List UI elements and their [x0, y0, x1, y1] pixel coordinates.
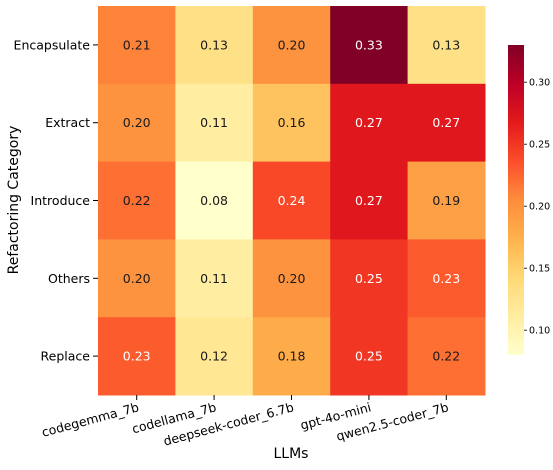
cell-value-label: 0.08	[200, 193, 228, 208]
cell-value-label: 0.20	[123, 271, 151, 286]
y-tick-label: Encapsulate	[14, 37, 91, 52]
y-tick-label: Introduce	[31, 193, 91, 208]
y-axis-ticks: Encapsulate Extract Introduce Others Replace	[14, 37, 98, 364]
cell-value-label: 0.24	[278, 193, 306, 208]
heatmap-cell	[175, 161, 254, 240]
heatmap-cell	[98, 6, 176, 85]
cell-value-label: 0.27	[432, 115, 460, 130]
cell-value-label: 0.22	[123, 193, 151, 208]
y-tick-label: Extract	[45, 115, 90, 130]
y-tick-label: Replace	[41, 349, 91, 364]
heatmap-cell	[98, 317, 176, 396]
y-axis-label: Refactoring Category	[6, 126, 22, 275]
cell-value-label: 0.13	[432, 37, 460, 52]
cell-value-label: 0.18	[278, 349, 306, 364]
heatmap-cell	[175, 83, 254, 163]
colorbar-tick-label: 0.15	[529, 264, 550, 275]
heatmap-cell	[98, 239, 176, 318]
heatmap-cell	[407, 239, 486, 318]
heatmap-cell	[98, 83, 176, 163]
colorbar-tick-label: 0.10	[529, 326, 550, 337]
cell-value-label: 0.27	[355, 115, 383, 130]
heatmap-cell	[252, 317, 331, 396]
cell-value-label: 0.25	[355, 271, 383, 286]
heatmap-cell	[98, 161, 176, 240]
heatmap-cell	[407, 317, 486, 396]
heatmap-cell	[252, 239, 331, 318]
heatmap-cell	[252, 161, 331, 240]
heatmap-cell	[407, 161, 486, 240]
y-tick-label: Others	[48, 271, 90, 286]
colorbar-tick-label: 0.20	[529, 202, 550, 213]
colorbar-tick-label: 0.25	[529, 140, 550, 151]
x-axis-label: LLMs	[274, 446, 309, 462]
heatmap-cell	[175, 317, 254, 396]
cell-value-label: 0.11	[200, 115, 228, 130]
heatmap-cell	[175, 6, 254, 85]
heatmap-cell	[330, 161, 409, 240]
cell-value-label: 0.12	[200, 349, 228, 364]
colorbar-tick-label: 0.30	[529, 78, 550, 89]
cell-value-label: 0.23	[432, 271, 460, 286]
cell-value-label: 0.11	[200, 271, 228, 286]
heatmap-cell	[330, 83, 409, 163]
heatmap-cells	[98, 6, 486, 396]
cell-value-label: 0.20	[278, 271, 306, 286]
heatmap-cell	[407, 83, 486, 163]
x-tick-label: codegemma_7b	[40, 399, 140, 439]
x-axis-ticks: codegemma_7bcodellama_7bdeepseek-coder_6…	[40, 395, 450, 449]
cell-value-label: 0.33	[355, 37, 383, 52]
cell-value-label: 0.20	[123, 115, 151, 130]
cell-value-label: 0.19	[432, 193, 460, 208]
heatmap-cell	[330, 317, 409, 396]
cell-value-label: 0.13	[200, 37, 228, 52]
heatmap-cell	[252, 6, 331, 85]
heatmap-cell	[330, 6, 409, 85]
x-tick-label: deepseek-coder_6.7b	[162, 399, 296, 448]
cell-value-label: 0.20	[278, 37, 306, 52]
colorbar-gradient	[508, 45, 524, 355]
heatmap-cell	[252, 83, 331, 163]
cell-value-label: 0.16	[278, 115, 306, 130]
heatmap-cell	[407, 6, 486, 85]
cell-value-label: 0.22	[432, 349, 460, 364]
cell-value-label: 0.21	[123, 37, 151, 52]
heatmap-cell-labels: 0.21 0.13 0.20 0.33 0.13 0.20 0.11 0.16 0.27 0.27…	[123, 37, 460, 363]
colorbar: 0.10 0.15 0.20 0.25 0.30	[508, 45, 550, 355]
cell-value-label: 0.25	[355, 349, 383, 364]
heatmap-cell	[330, 239, 409, 318]
heatmap-cell	[175, 239, 254, 318]
cell-value-label: 0.23	[123, 349, 151, 364]
cell-value-label: 0.27	[355, 193, 383, 208]
